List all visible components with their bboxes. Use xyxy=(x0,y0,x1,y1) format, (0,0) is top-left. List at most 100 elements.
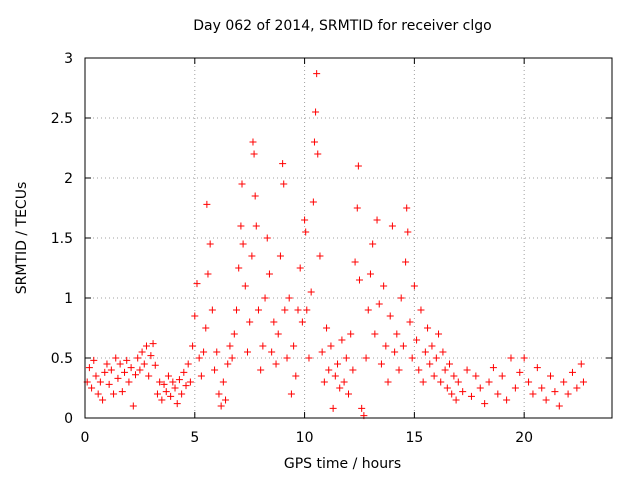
data-point xyxy=(116,360,124,368)
data-point xyxy=(169,378,177,386)
x-tick-label: 10 xyxy=(296,430,314,446)
data-point xyxy=(443,384,451,392)
data-point xyxy=(254,306,262,314)
data-point xyxy=(354,162,362,170)
data-point xyxy=(459,388,467,396)
data-point xyxy=(259,342,267,350)
data-point xyxy=(463,366,471,374)
data-point xyxy=(239,240,247,248)
data-point xyxy=(118,388,126,396)
data-point xyxy=(573,384,581,392)
data-point xyxy=(276,252,284,260)
data-point xyxy=(435,330,443,338)
data-point xyxy=(88,384,96,392)
data-point xyxy=(338,336,346,344)
data-point xyxy=(382,342,390,350)
data-point xyxy=(533,364,541,372)
data-point xyxy=(366,270,374,278)
data-point xyxy=(393,330,401,338)
data-point xyxy=(525,378,533,386)
data-point xyxy=(302,228,310,236)
data-point xyxy=(454,378,462,386)
data-point xyxy=(101,368,109,376)
data-point xyxy=(388,222,396,230)
data-point xyxy=(107,366,115,374)
data-point xyxy=(85,364,93,372)
data-point xyxy=(403,204,411,212)
data-point xyxy=(94,390,102,398)
data-point xyxy=(90,356,98,364)
data-point xyxy=(294,306,302,314)
data-point xyxy=(153,390,161,398)
data-point xyxy=(547,372,555,380)
data-point xyxy=(285,294,293,302)
data-point xyxy=(318,348,326,356)
data-point xyxy=(426,360,434,368)
data-point xyxy=(162,388,170,396)
data-point xyxy=(351,258,359,266)
data-point xyxy=(136,366,144,374)
data-point xyxy=(224,360,232,368)
data-point xyxy=(380,282,388,290)
data-point xyxy=(373,216,381,224)
y-tick-label: 0 xyxy=(64,411,73,427)
data-point xyxy=(296,264,304,272)
data-point xyxy=(274,330,282,338)
data-point xyxy=(310,138,318,146)
data-point xyxy=(364,306,372,314)
data-point xyxy=(419,378,427,386)
data-point xyxy=(238,180,246,188)
data-point xyxy=(413,336,421,344)
data-point xyxy=(243,348,251,356)
data-point xyxy=(472,372,480,380)
data-point xyxy=(408,354,416,362)
data-point xyxy=(305,354,313,362)
data-point xyxy=(110,390,118,398)
data-point xyxy=(189,342,197,350)
data-point xyxy=(173,400,181,408)
data-point xyxy=(252,222,260,230)
data-point xyxy=(149,340,157,348)
data-point xyxy=(211,366,219,374)
data-point xyxy=(327,342,335,350)
axis-ticks xyxy=(84,57,612,419)
data-point xyxy=(142,342,150,350)
chart-title: Day 062 of 2014, SRMTID for receiver clg… xyxy=(193,18,492,34)
tick-labels: 0 0.5 1 1.5 2 2.5 3 0 5 10 15 20 xyxy=(51,51,533,446)
data-point xyxy=(347,330,355,338)
data-point xyxy=(511,384,519,392)
data-point xyxy=(204,270,212,278)
data-point xyxy=(353,204,361,212)
data-point xyxy=(235,264,243,272)
x-tick-label: 15 xyxy=(405,430,423,446)
data-point xyxy=(391,348,399,356)
data-point xyxy=(467,392,475,400)
y-tick-label: 1 xyxy=(64,291,73,307)
data-point xyxy=(237,222,245,230)
data-point xyxy=(481,400,489,408)
data-point xyxy=(114,374,122,382)
data-point xyxy=(309,198,317,206)
data-point xyxy=(249,138,257,146)
data-point xyxy=(228,354,236,362)
grid-lines xyxy=(85,58,612,418)
data-point xyxy=(450,372,458,380)
data-point xyxy=(283,354,291,362)
data-point xyxy=(301,216,309,224)
data-point xyxy=(140,360,148,368)
data-point xyxy=(303,306,311,314)
data-point xyxy=(160,380,168,388)
data-point xyxy=(241,282,249,290)
data-point xyxy=(507,354,515,362)
data-point xyxy=(421,348,429,356)
data-point xyxy=(217,402,225,410)
data-point xyxy=(248,252,256,260)
data-point xyxy=(402,258,410,266)
data-point xyxy=(121,368,129,376)
data-point xyxy=(279,160,287,168)
data-point xyxy=(280,180,288,188)
data-point xyxy=(568,368,576,376)
data-point xyxy=(307,288,315,296)
